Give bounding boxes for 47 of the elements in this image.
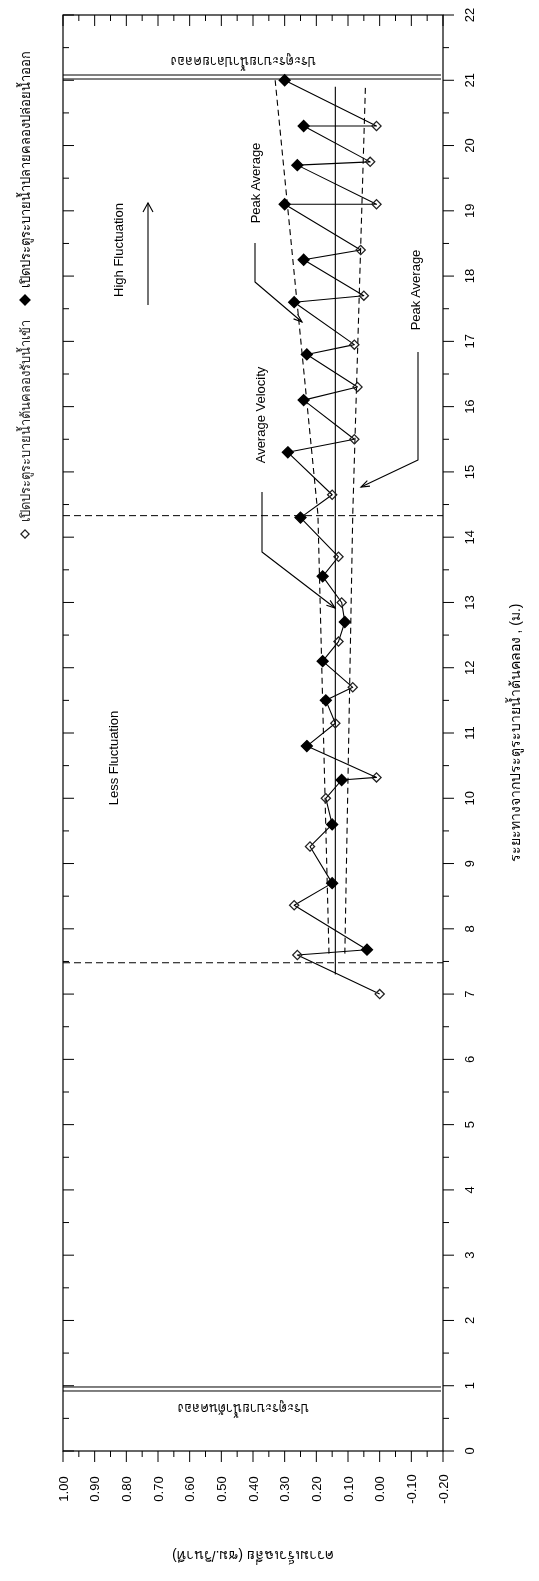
x-tick-label: 0.10 — [340, 1476, 356, 1502]
y-tick-label: 8 — [461, 925, 477, 933]
y-tick-label: 19 — [461, 203, 477, 219]
annotation: High Fluctuation — [110, 203, 126, 297]
y-tick-label: 4 — [461, 1186, 477, 1194]
y-tick-label: 17 — [461, 334, 477, 349]
x-tick-label: 0.80 — [118, 1476, 134, 1502]
y-tick-label: 5 — [461, 1121, 477, 1129]
x-tick-label: 0.90 — [87, 1476, 103, 1502]
x-tick-label: 0.30 — [277, 1476, 293, 1502]
y-tick-label: 7 — [461, 990, 477, 998]
x-tick-label: 1.00 — [55, 1476, 71, 1502]
y-tick-label: 10 — [461, 791, 477, 806]
y-tick-label: 6 — [461, 1055, 477, 1063]
x-tick-label: -0.20 — [435, 1474, 451, 1504]
x-tick-label: 0.20 — [308, 1476, 324, 1502]
x-axis-title: ความเร็วเฉลี่ย (ซม./วินาที) — [172, 1548, 334, 1565]
y-tick-label: 16 — [461, 399, 477, 414]
x-tick-label: 0.50 — [213, 1476, 229, 1502]
y-tick-label: 18 — [461, 268, 477, 284]
legend-label: เปิดประตูระบายน้ำปลายคลองปล่อยน้ำออก — [15, 51, 34, 288]
x-tick-label: 0.60 — [182, 1476, 198, 1502]
annotation: Peak Average — [247, 142, 263, 224]
y-tick-label: 3 — [461, 1251, 477, 1259]
ref-line-label: ประตูระบายน้ำปลายคลอง — [170, 52, 316, 71]
x-tick-label: 0.00 — [372, 1476, 388, 1502]
y-tick-label: 20 — [461, 138, 477, 153]
y-tick-label: 15 — [461, 464, 477, 480]
legend: เปิดประตูระบายน้ำต้นคลองรับน้ำเข้า เปิดประตูระบายน้ำปลายคลองปล่อยน้ำออก — [17, 51, 33, 539]
annotation: Less Fluctuation — [105, 710, 121, 806]
x-tick-label: 0.70 — [150, 1476, 166, 1502]
y-tick-label: 2 — [461, 1316, 477, 1325]
x-tick-label: -0.10 — [403, 1474, 419, 1504]
y-tick-label: 21 — [461, 73, 477, 88]
annotation: Average Velocity — [252, 366, 268, 464]
annotation: Peak Average — [407, 249, 423, 331]
y-tick-label: 0 — [461, 1447, 477, 1455]
y-tick-label: 11 — [461, 726, 477, 740]
y-axis-title: ระยะทางจากประตูระบายน้ำต้นคลอง , (ม.) — [505, 603, 524, 863]
x-tick-label: 0.40 — [245, 1476, 261, 1502]
y-tick-label: 14 — [461, 529, 477, 545]
ref-line-label: ประตูระบายน้ำต้นคลอง — [177, 1400, 309, 1419]
y-tick-label: 1 — [461, 1382, 477, 1390]
y-tick-label: 22 — [461, 7, 477, 23]
y-tick-label: 9 — [461, 859, 477, 868]
y-tick-label: 13 — [461, 595, 477, 610]
y-tick-label: 12 — [461, 660, 477, 675]
